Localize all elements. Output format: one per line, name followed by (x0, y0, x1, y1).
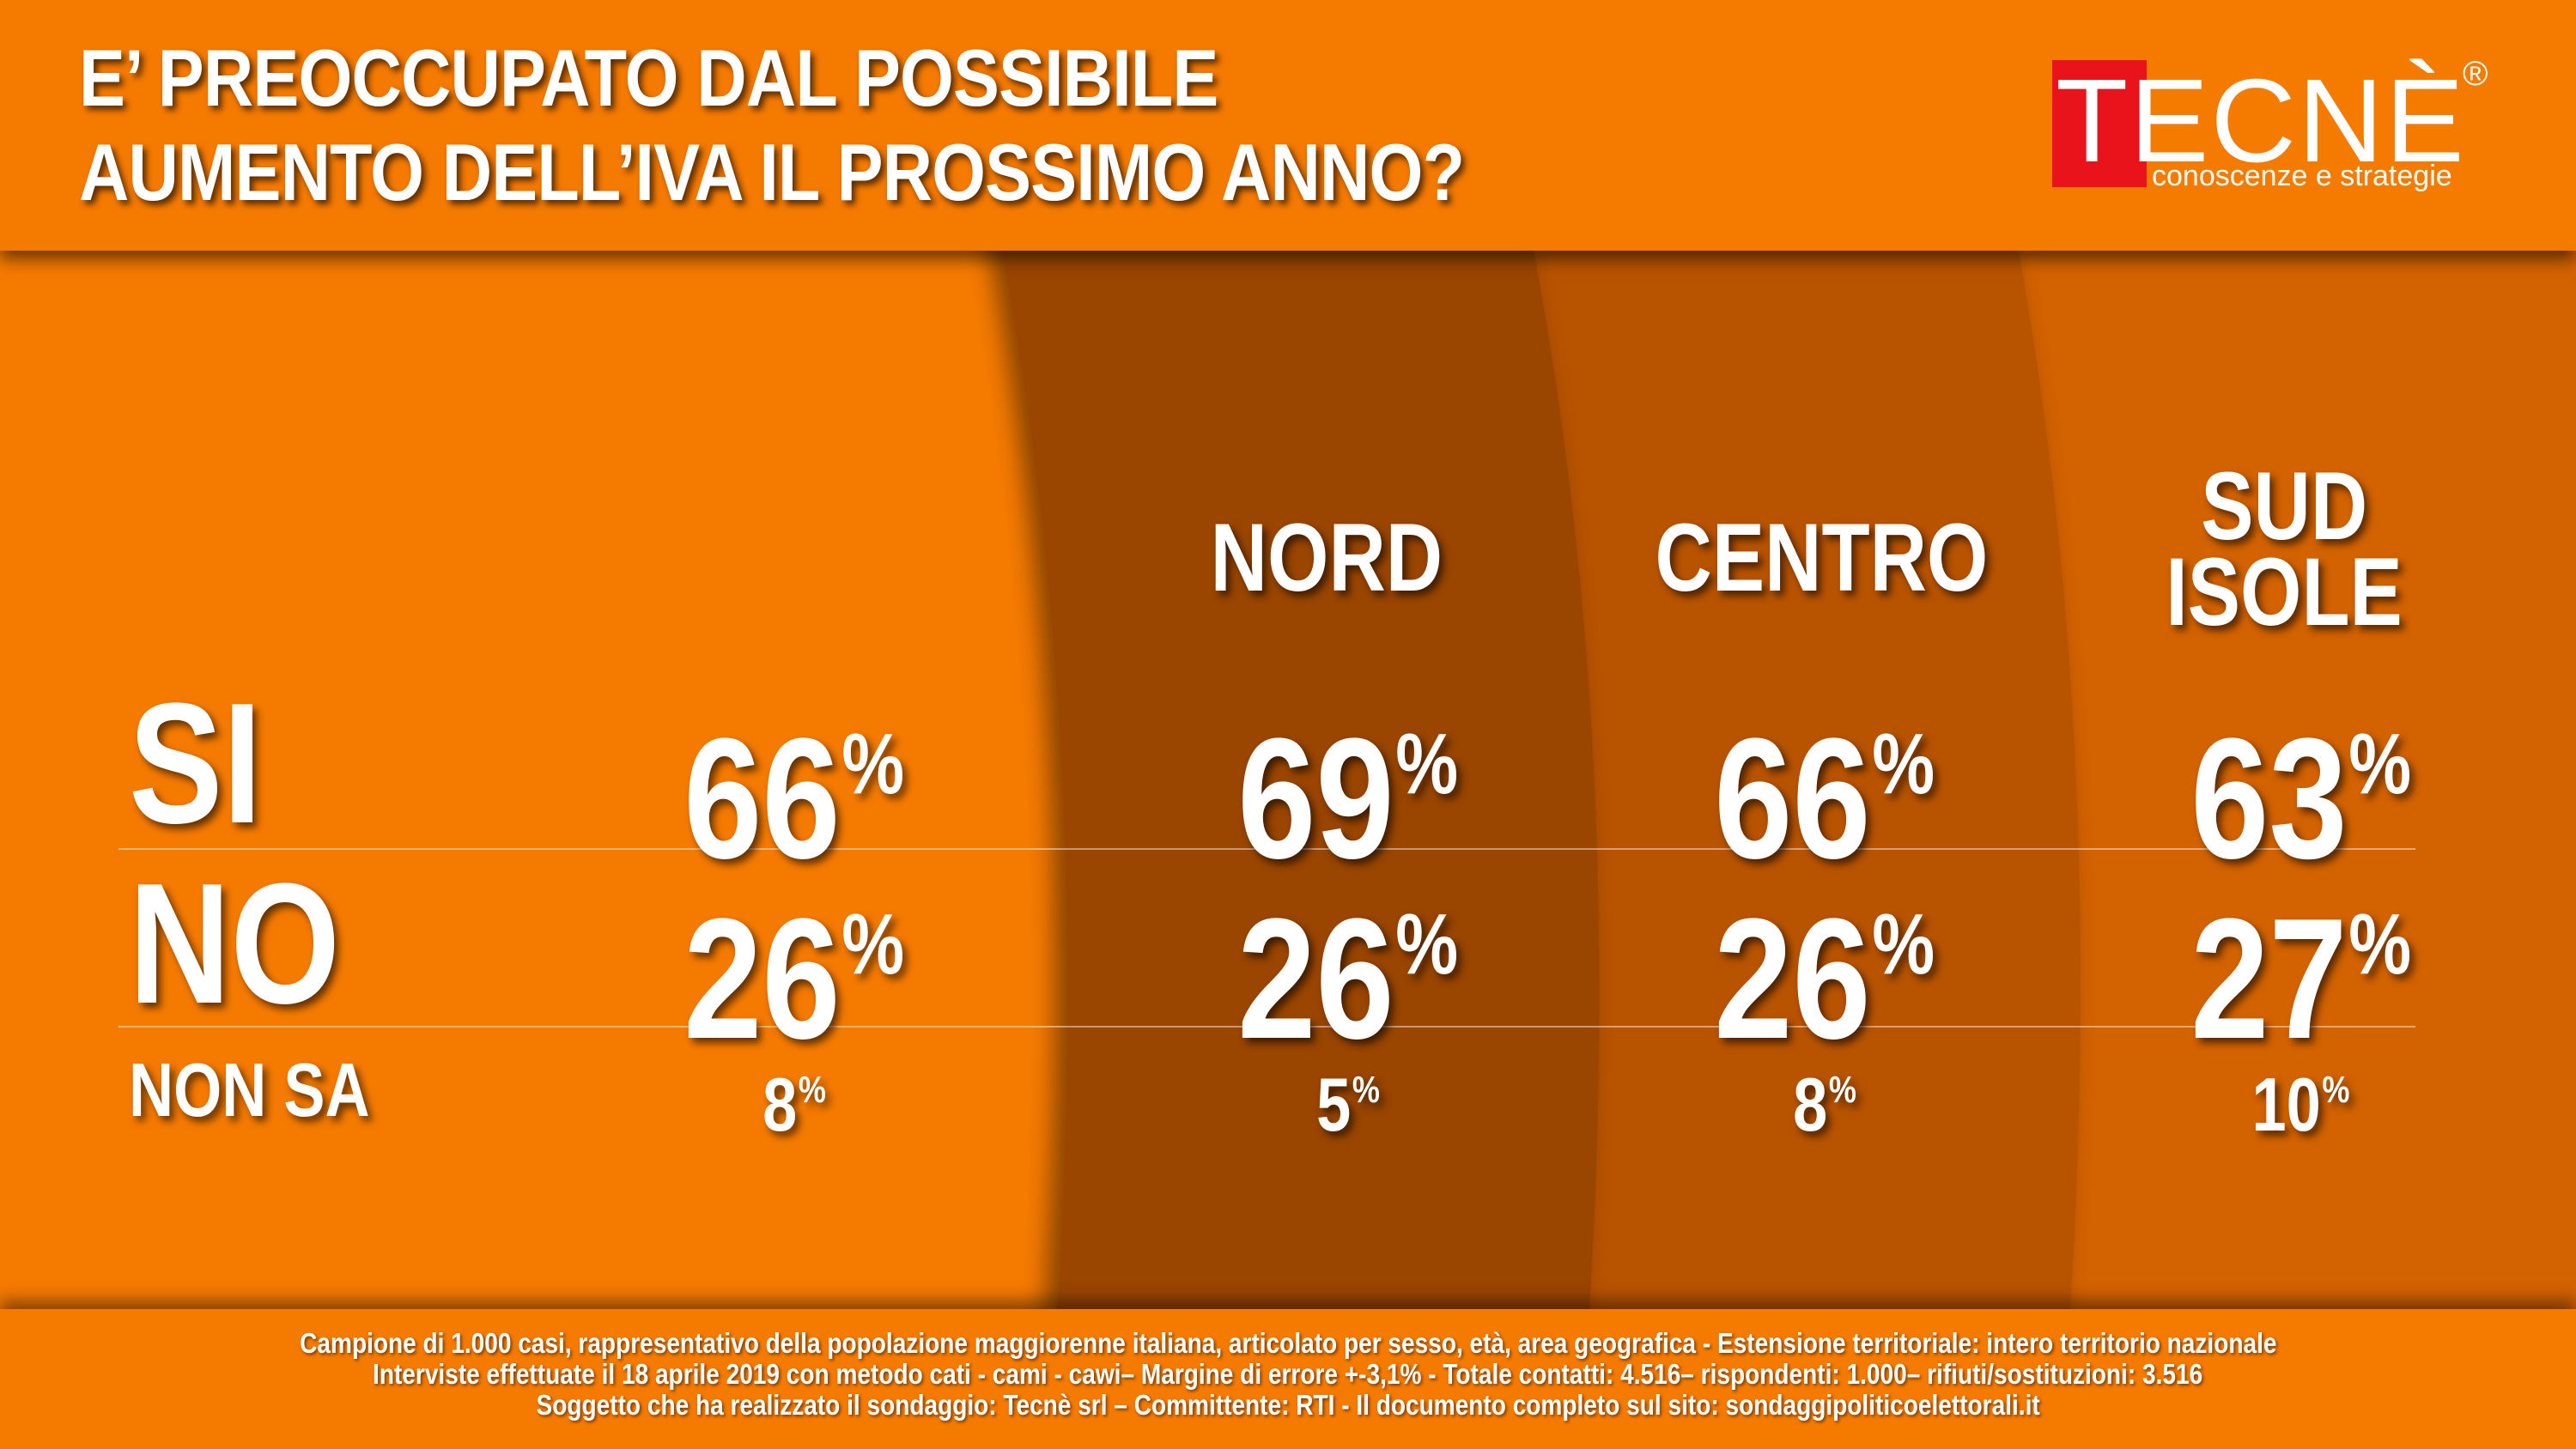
nord-panel (996, 223, 1600, 1322)
value-si-sud: 63% (2190, 703, 2412, 894)
col-header-nord: NORD (1210, 504, 1443, 611)
logo-word-rest: ECNÈ (2129, 55, 2466, 187)
col-header-sud-isole: SUD ISOLE (2104, 452, 2464, 646)
footer-line-2: Interviste effettuate il 18 aprile 2019 … (373, 1358, 2203, 1390)
value-no-nord: 26% (1237, 883, 1459, 1075)
tecne-logo: TECNÈ ® conoscenze e strategie (2052, 53, 2499, 199)
page-title: E’ PREOCCUPATO DAL POSSIBILE AUMENTO DEL… (79, 31, 1465, 220)
row-label-non-sa: NON SA (129, 1047, 370, 1132)
logo-red-box (2052, 60, 2147, 187)
footer-line-3: Soggetto che ha realizzato il sondaggio:… (536, 1389, 2040, 1421)
row-separator (118, 848, 2415, 850)
logo-registered-mark: ® (2463, 55, 2488, 93)
row-label-si: SI (129, 668, 262, 859)
col-header-isole: ISOLE (2166, 538, 2403, 646)
sud-panel (2014, 223, 2576, 1322)
value-nonsa-centro: 8% (1793, 1062, 1856, 1147)
logo-tagline: conoscenze e strategie (2152, 160, 2452, 192)
value-nonsa-sud: 10% (2251, 1062, 2350, 1147)
value-si-totale: 66% (683, 703, 905, 894)
row-label-no: NO (129, 848, 340, 1040)
value-nonsa-nord: 5% (1316, 1062, 1380, 1147)
title-line-1: E’ PREOCCUPATO DAL POSSIBILE (79, 33, 1218, 123)
value-si-nord: 69% (1237, 703, 1459, 894)
col-header-sud: SUD (2201, 452, 2367, 560)
value-no-sud: 27% (2190, 883, 2412, 1075)
col-header-centro: CENTRO (1655, 504, 1989, 611)
value-no-totale: 26% (683, 883, 905, 1075)
footer-methodology: Campione di 1.000 casi, rappresentativo … (0, 1309, 2576, 1449)
value-nonsa-totale: 8% (762, 1062, 826, 1147)
centro-panel (1528, 223, 2081, 1322)
value-si-centro: 66% (1714, 703, 1935, 894)
header-bar: E’ PREOCCUPATO DAL POSSIBILE AUMENTO DEL… (0, 0, 2576, 251)
value-no-centro: 26% (1714, 883, 1935, 1075)
title-line-2: AUMENTO DELL’IVA IL PROSSIMO ANNO? (79, 127, 1465, 217)
logo-letter: T (2056, 55, 2130, 187)
footer-line-1: Campione di 1.000 casi, rappresentativo … (299, 1327, 2277, 1359)
row-separator (118, 1026, 2415, 1028)
logo-wordmark: TECNÈ (2056, 57, 2466, 185)
